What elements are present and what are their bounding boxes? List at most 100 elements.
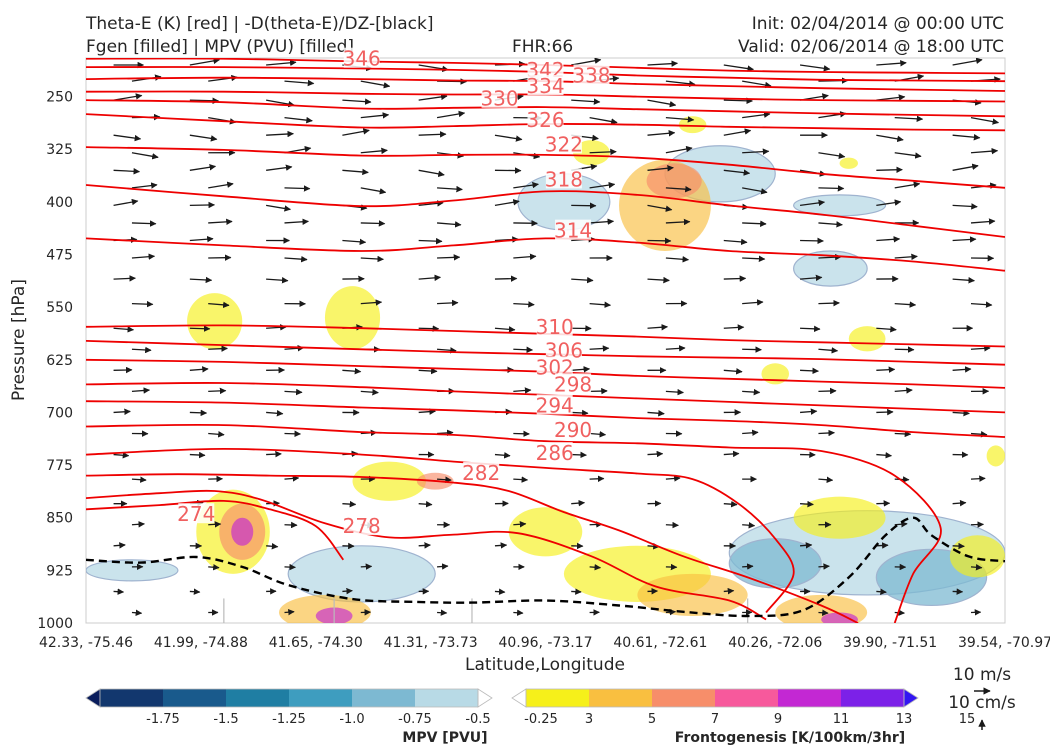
wind-vector [494,542,508,549]
colorbar-segment [289,689,353,707]
colorbar-segment [226,689,290,707]
wind-vector [723,275,747,282]
theta-e-label-310: 310 [536,315,574,339]
wind-vector [284,388,303,396]
wind-vector [952,277,975,284]
wind-vector [894,152,922,159]
wind-vector [437,563,449,570]
wind-vector [876,134,904,143]
wind-vector [342,128,370,136]
wind-vector [208,521,222,528]
y-axis-ticks: 250 325 400 475 550 625 700 775 850 925 1000 [37,90,73,632]
wind-vector [437,476,452,483]
wind-vector [876,59,907,67]
wind-vector [360,220,386,227]
wind-vector [418,274,441,282]
wind-vector [665,218,691,226]
theta-e-label-278: 278 [343,514,381,538]
y-tick-400: 400 [46,195,73,211]
wind-vector [894,115,924,123]
contour-label-bg [463,461,500,482]
wind-vector [513,346,534,354]
colorbar-segment [415,689,479,707]
wind-vector [513,521,527,528]
wind-vector [876,166,903,174]
theta-e-contour-282 [86,473,859,623]
fgen-region [231,517,254,546]
wind-vector [723,324,745,331]
wind-vector [894,253,918,261]
theta-e-contour-346 [86,58,1005,75]
theta-e-contour-342 [86,66,1005,83]
wind-vector [418,93,448,101]
wind-vector [513,181,539,189]
wind-vector [571,276,594,284]
wind-vector [189,235,214,243]
wind-vector [189,164,217,171]
wind-vector [876,408,894,416]
wind-vector [647,60,678,67]
theta-e-contour-298 [86,382,1005,414]
fgen-region [848,326,886,352]
colorbar-tick: 9 [774,712,782,727]
wind-vector [665,388,684,396]
wind-vector [208,181,234,189]
wind-vector [189,366,209,373]
wind-vector [113,408,131,416]
wind-vector [437,221,462,228]
theta-e-label-314: 314 [554,219,592,243]
wind-vector [437,609,448,616]
fgen-region [637,573,748,616]
wind-vector [437,185,463,193]
x-tick-label: 41.31, -73.73 [384,635,478,651]
theta-e-label-334: 334 [526,74,564,98]
y-tick-1000: 1000 [37,616,73,632]
wind-vector [494,452,511,459]
wind-vector [742,563,754,570]
contour-label-bg [536,315,573,336]
chart-title-line2: Fgen [filled] | MPV (PVU) [filled] [86,37,355,57]
wind-vector [800,542,813,549]
wind-vector [571,366,591,373]
wind-vector [665,475,681,482]
valid-time: Valid: 02/06/2014 @ 18:00 UTC [738,37,1004,57]
wind-vector [360,255,384,263]
wind-vector [647,165,674,172]
wind-vector [131,253,156,260]
wind-vector [189,409,208,417]
x-tick-label: 40.61, -72.61 [613,635,707,651]
init-time: Init: 02/04/2014 @ 00:00 UTC [751,14,1004,34]
theta-e-label-294: 294 [536,393,574,417]
wind-vector [418,408,436,415]
wind-vector [189,97,220,105]
colorbar-segment [352,689,416,707]
fgen-region [324,286,381,350]
wind-vector [113,542,126,549]
wind-vector [589,181,616,189]
theta-e-contour-278 [86,489,767,621]
colorbar-tick: -1.0 [339,712,364,727]
wind-vector [970,301,993,308]
wind-vector [876,199,902,207]
wind-vector [952,203,978,210]
wind-vector [742,299,764,306]
wind-vector [800,367,819,375]
colorbar-extend-right [477,688,493,708]
y-tick-700: 700 [46,405,73,421]
wind-vector [189,201,216,209]
fgen-region [986,445,1005,467]
wind-vector [131,609,143,616]
wind-vector [208,563,220,571]
y-tick-475: 475 [46,248,73,264]
wind-vector [113,326,135,333]
mpv-region [86,559,179,582]
wind-vector [800,408,818,415]
wind-vector [818,429,835,437]
wind-vector [723,64,754,72]
fgen-region [187,293,243,350]
colorbar-tick: -1.25 [272,712,306,727]
wind-vector [284,563,296,571]
wind-vector [189,276,213,284]
colorbar-tick: -0.5 [465,712,490,727]
colorbar-segment [100,689,164,707]
